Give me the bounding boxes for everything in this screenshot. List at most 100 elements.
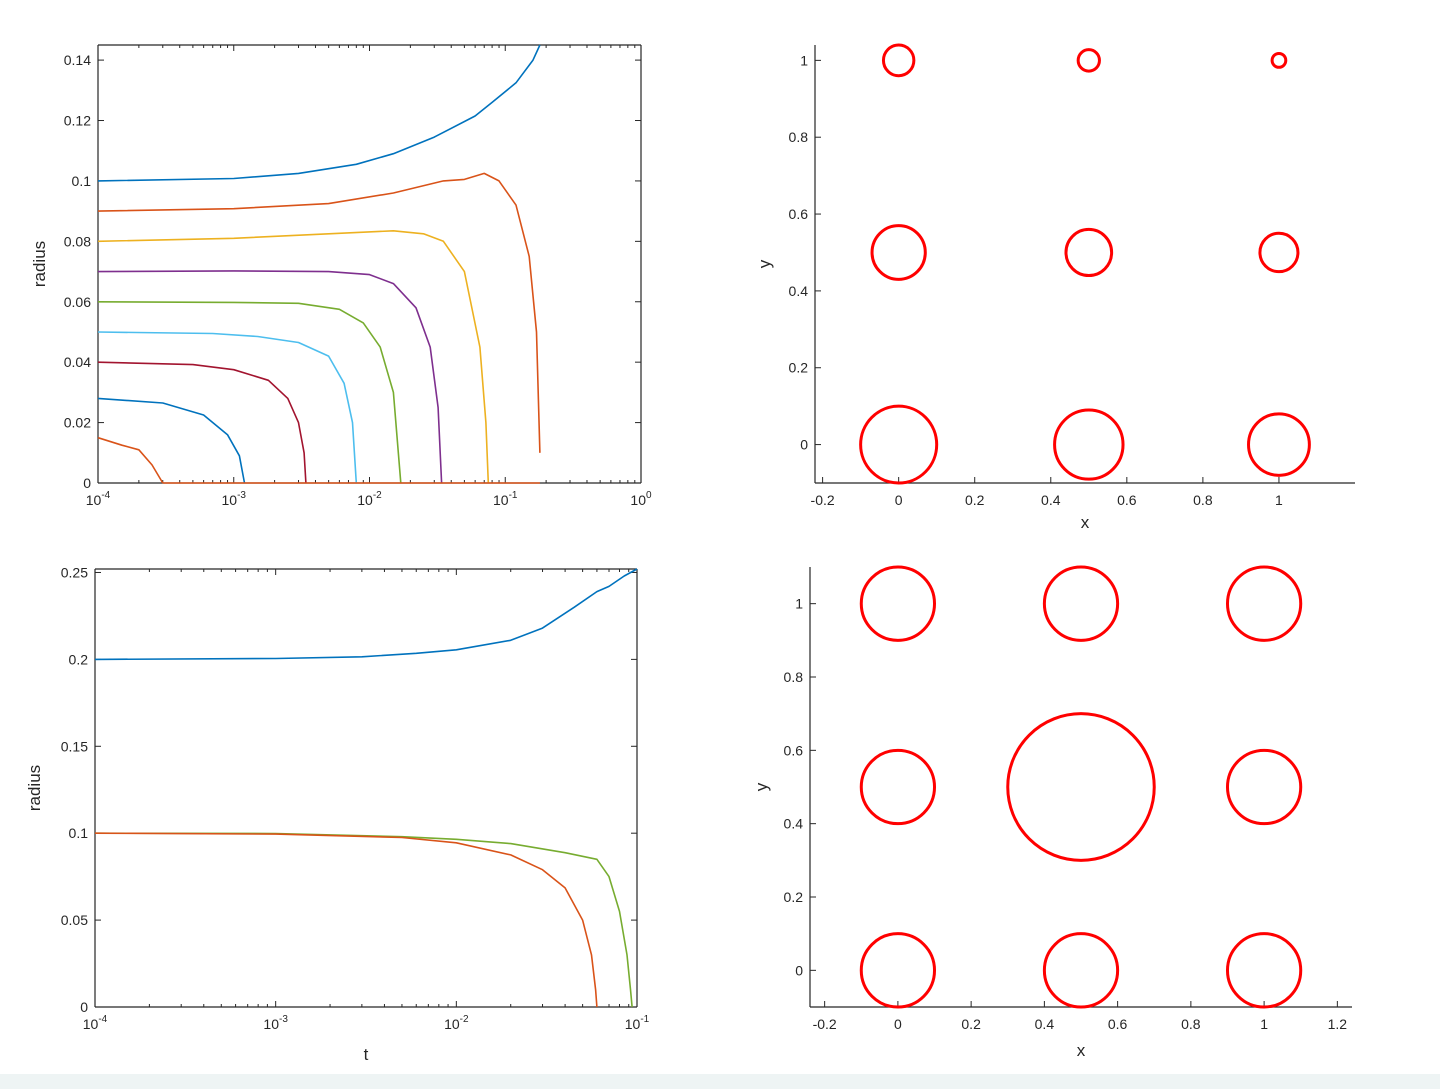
x-tick-label: 0.4 [1035,1016,1055,1032]
x-tick-label-exponent: 0 [646,490,652,501]
y-tick-label: 0.12 [64,113,91,129]
circle-6 [1225,748,1303,826]
circle-8 [1076,48,1101,73]
x-tick-label-exponent: -2 [460,1014,469,1025]
y-tick-label: 0 [83,475,91,491]
y-tick-label: 0.04 [64,354,91,370]
y-tick-label: 0.05 [61,912,88,928]
y-tick-label: 1 [800,52,808,68]
x-axis-title: t [364,1045,369,1064]
x-tick-label-base: 10 [493,492,509,508]
x-tick-label-exponent: -1 [640,1014,649,1025]
series-1-line [94,568,638,661]
y-tick-label: 0.1 [69,825,89,841]
series-8-line [97,397,246,484]
x-tick-label-base: 10 [263,1016,279,1032]
circle-5 [1006,712,1156,862]
circle-1 [859,404,939,485]
y-tick-label: 0 [800,437,808,453]
x-tick-label: 0.6 [1117,492,1137,508]
series-5-line [97,301,402,484]
x-tick-label-exponent: -1 [509,490,518,501]
series-1-line [97,44,541,182]
y-tick-label: 0.6 [784,742,804,758]
x-axis-title: x [1081,513,1090,532]
x-tick-label-base: 10 [630,492,646,508]
series-6-line [97,331,358,484]
x-tick-label: 0.2 [961,1016,981,1032]
x-tick-label-base: 10 [357,492,373,508]
x-tick-label: 10-4 [83,1014,108,1032]
series-9-line [97,436,164,484]
x-tick-label: -0.2 [811,492,835,508]
series-3-line [97,230,490,484]
y-tick-label: 0.2 [69,651,89,667]
x-tick-label: 0 [895,492,903,508]
x-tick-label: 0.8 [1193,492,1213,508]
x-tick-label-exponent: -3 [237,490,246,501]
circle-7 [881,43,916,78]
circle-5 [1064,227,1114,278]
y-tick-label: 0.2 [784,889,804,905]
circle-8 [1042,565,1120,642]
x-tick-label-base: 10 [222,492,238,508]
x-tick-label: 10-3 [222,490,247,508]
x-axis-title: x [1077,1041,1086,1060]
x-tick-label: 1 [1260,1016,1268,1032]
y-tick-label: 0.8 [789,129,809,145]
x-tick-label-base: 10 [83,1016,99,1032]
series-4-line [97,270,443,484]
circle-9 [1270,51,1288,69]
y-tick-label: 1 [795,596,803,612]
circle-3 [1225,932,1303,1009]
circle-4 [870,224,927,281]
y-tick-label: 0.02 [64,415,91,431]
x-tick-label: 10-4 [86,490,111,508]
circle-7 [859,565,937,642]
y-axis-title: radius [30,241,49,287]
x-tick-label: 0.4 [1041,492,1061,508]
bottom-band [0,1074,1440,1089]
y-axis-title: y [755,259,774,268]
x-tick-label: 1.2 [1328,1016,1348,1032]
y-tick-label: 0.2 [789,360,809,376]
circle-3 [1247,412,1311,477]
y-tick-label: 0.6 [789,206,809,222]
x-tick-label: 0 [894,1016,902,1032]
x-tick-label: 1 [1275,492,1283,508]
chart-4: -0.2 0 0.2 0.4 0.6 0.8 1 1.2 0 0.2 0.4 0.6 0.8 1 x y [752,565,1352,1060]
x-tick-label: 0.2 [965,492,985,508]
circle-4 [859,748,937,826]
series-2-line [94,832,633,1008]
x-tick-label: 10-2 [444,1014,469,1032]
x-tick-label: 10-3 [263,1014,288,1032]
x-tick-label-exponent: -4 [98,1014,107,1025]
x-tick-label: 100 [630,490,652,508]
series-2-line [97,172,541,453]
x-tick-label: 0.6 [1108,1016,1128,1032]
y-tick-label: 0 [795,962,803,978]
circle-1 [859,932,937,1009]
y-tick-label: 0.15 [61,738,88,754]
y-tick-label: 0.4 [784,816,804,832]
series-3-line [94,832,598,1008]
x-tick-label-base: 10 [444,1016,460,1032]
y-tick-label: 0.08 [64,233,91,249]
circle-6 [1258,231,1300,274]
circle-2 [1053,408,1125,481]
x-tick-label: -0.2 [813,1016,837,1032]
y-tick-label: 0.06 [64,294,91,310]
chart-3: 10-4 10-3 10-2 10-100.050.10.150.20.25tradi… [25,564,650,1064]
x-tick-label: 10-2 [357,490,382,508]
y-tick-label: 0.8 [784,669,804,685]
y-tick-label: 0.1 [72,173,92,189]
circle-9 [1225,565,1303,642]
x-tick-label-base: 10 [625,1016,641,1032]
y-tick-label: 0 [80,999,88,1015]
circle-2 [1042,932,1120,1009]
x-tick-label: 10-1 [493,490,518,508]
y-axis-title: y [752,782,771,791]
y-tick-label: 0.4 [789,283,809,299]
x-tick-label-exponent: -2 [373,490,382,501]
